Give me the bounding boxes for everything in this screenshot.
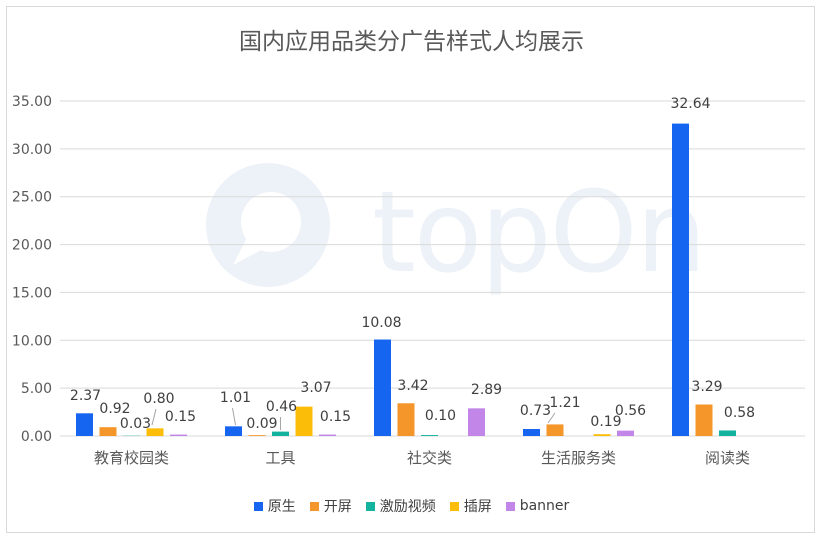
- legend-item: 插屏: [449, 496, 492, 516]
- legend-label: 原生: [267, 499, 296, 515]
- bar: [546, 424, 564, 436]
- data-label: 0.09: [246, 416, 277, 432]
- legend-item: banner: [505, 496, 570, 516]
- data-label: 0.46: [266, 399, 297, 415]
- data-label: 0.73: [520, 403, 551, 419]
- bar: [617, 430, 634, 436]
- bar: [374, 339, 391, 436]
- y-tick-label: 30.00: [12, 142, 52, 158]
- bar: [295, 406, 313, 436]
- data-label: 3.07: [300, 380, 331, 396]
- legend-label: 开屏: [323, 499, 352, 515]
- bars: [76, 123, 736, 437]
- y-axis-labels: 0.00 5.00 10.00 15.00 20.00 25.00 30.00 35.00: [12, 94, 52, 445]
- legend-label: banner: [519, 498, 570, 514]
- y-tick-label: 10.00: [12, 333, 52, 349]
- data-label: 3.42: [397, 378, 428, 394]
- x-tick-label: 阅读类: [705, 449, 750, 467]
- bar: [76, 413, 93, 436]
- bar: [99, 427, 117, 436]
- label-leader-line: [151, 408, 157, 426]
- data-labels: 2.370.920.03 0.80 0.15 1.01 0.090.463.07 0.15…: [70, 96, 755, 432]
- data-label: 1.01: [220, 390, 251, 406]
- x-tick-label: 教育校园类: [94, 449, 169, 467]
- bar: [225, 426, 242, 436]
- data-label: 10.08: [361, 315, 401, 331]
- data-label: 2.89: [471, 382, 502, 398]
- bar: [719, 430, 736, 436]
- bar: [593, 434, 611, 436]
- data-label: 2.37: [70, 388, 101, 404]
- bar: [170, 434, 187, 436]
- data-label: 0.03: [120, 416, 151, 432]
- y-tick-label: 0.00: [21, 429, 52, 445]
- legend-label: 激励视频: [379, 499, 436, 515]
- legend-swatch: [505, 501, 515, 511]
- y-tick-label: 5.00: [21, 381, 52, 397]
- y-tick-label: 25.00: [12, 190, 52, 206]
- data-label: 0.80: [143, 391, 174, 407]
- bar: [397, 403, 415, 436]
- data-label: 0.92: [99, 401, 130, 417]
- bar: [248, 435, 266, 436]
- bar: [672, 123, 689, 437]
- data-label: 32.64: [670, 96, 710, 112]
- label-leader-line: [547, 412, 556, 424]
- bar: [146, 428, 164, 436]
- label-leader-line: [232, 407, 236, 426]
- legend-item: 开屏: [309, 496, 352, 516]
- x-tick-label: 生活服务类: [541, 449, 616, 467]
- bar: [468, 408, 485, 436]
- x-axis-labels: 教育校园类 工具 社交类 生活服务类 阅读类: [94, 449, 750, 467]
- legend-swatch: [309, 501, 319, 511]
- bar: [421, 435, 438, 436]
- data-label: 1.21: [549, 395, 580, 411]
- legend-item: 激励视频: [365, 496, 436, 516]
- bar: [319, 434, 336, 436]
- data-label: 0.56: [615, 403, 646, 419]
- legend-swatch: [253, 501, 263, 511]
- data-label: 0.15: [165, 409, 196, 425]
- data-label: 0.10: [425, 408, 456, 424]
- legend-label: 插屏: [463, 499, 492, 515]
- data-label: 0.58: [724, 405, 755, 421]
- chart-title: 国内应用品类分广告样式人均展示: [239, 29, 584, 55]
- y-tick-label: 35.00: [12, 94, 52, 110]
- legend-swatch: [449, 501, 459, 511]
- bar: [523, 429, 540, 436]
- x-tick-label: 工具: [265, 449, 295, 467]
- x-tick-label: 社交类: [407, 449, 452, 467]
- bar: [272, 431, 289, 436]
- topon-logo-watermark: [206, 163, 330, 287]
- data-label: 0.19: [590, 414, 621, 430]
- legend-swatch: [365, 501, 375, 511]
- watermark-text: topOn: [372, 168, 707, 298]
- y-tick-label: 20.00: [12, 238, 52, 254]
- bar: [695, 404, 713, 436]
- data-label: 3.29: [691, 379, 722, 395]
- legend-item: 原生: [253, 496, 296, 516]
- legend: 原生 开屏 激励视频 插屏 banner: [0, 496, 823, 516]
- y-tick-label: 15.00: [12, 285, 52, 301]
- data-label: 0.15: [320, 409, 351, 425]
